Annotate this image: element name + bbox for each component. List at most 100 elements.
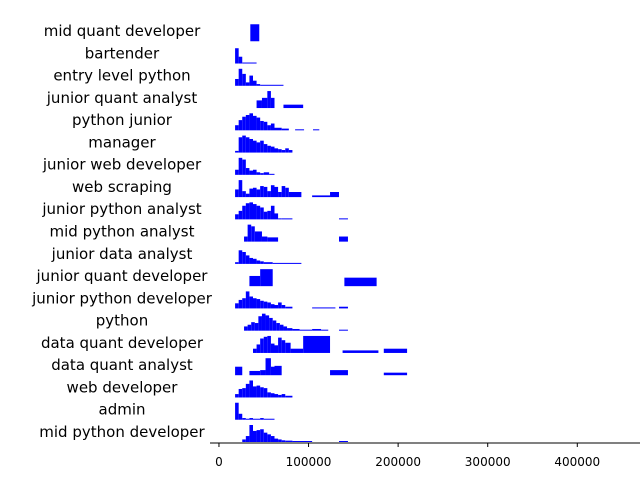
histogram-bar-manager-4 xyxy=(249,138,253,153)
histogram-bar-mid-python-analyst-6 xyxy=(339,236,348,242)
category-label-junior-data-analyst: junior data analyst xyxy=(51,245,193,263)
histogram-bar-manager-10 xyxy=(270,146,275,153)
histogram-admin xyxy=(235,402,275,420)
histogram-bar-junior-quant-analyst-1 xyxy=(261,97,268,109)
histogram-bar-python-16 xyxy=(321,329,329,331)
histogram-bar-junior-data-analyst-5 xyxy=(253,258,257,264)
histogram-data-quant-developer xyxy=(253,335,408,353)
histogram-bar-junior-python-developer-0 xyxy=(235,303,239,309)
histogram-bar-python-junior-8 xyxy=(263,121,268,131)
histogram-bar-web-scraping-11 xyxy=(274,186,279,198)
histogram-bar-junior-quant-developer-2 xyxy=(344,277,377,287)
histogram-bar-mid-python-developer-12 xyxy=(285,440,293,442)
histogram-bar-mid-python-developer-2 xyxy=(249,425,253,442)
histogram-bar-data-quant-developer-11 xyxy=(303,335,331,353)
histogram-bar-admin-7 xyxy=(263,418,275,420)
histogram-bar-manager-0 xyxy=(235,150,239,153)
histogram-bar-junior-data-analyst-9 xyxy=(272,262,302,264)
histogram-bar-junior-python-developer-13 xyxy=(281,305,286,309)
histogram-bar-junior-web-developer-9 xyxy=(269,173,275,175)
histogram-bar-python-junior-4 xyxy=(249,113,253,131)
histogram-bar-junior-python-analyst-1 xyxy=(238,210,243,220)
histogram-bar-manager-7 xyxy=(260,140,264,153)
histogram-bar-data-quant-developer-8 xyxy=(281,340,286,353)
histogram-bar-python-13 xyxy=(292,328,300,331)
histogram-manager xyxy=(235,135,293,153)
histogram-bar-data-quant-developer-0 xyxy=(253,348,257,353)
histogram-bar-entry-level-python-0 xyxy=(235,78,239,86)
histogram-bar-junior-data-analyst-1 xyxy=(238,250,243,264)
histogram-bar-data-quant-analyst-3 xyxy=(265,358,271,376)
histogram-junior-python-developer xyxy=(235,291,348,309)
histogram-bar-admin-4 xyxy=(249,418,253,420)
histogram-bar-junior-data-analyst-6 xyxy=(256,260,261,264)
category-label-mid-python-analyst: mid python analyst xyxy=(50,223,195,241)
histogram-bar-mid-python-analyst-4 xyxy=(261,236,268,242)
histogram-bar-python-7 xyxy=(269,317,273,331)
histogram-bar-web-developer-13 xyxy=(281,394,286,398)
category-label-bartender: bartender xyxy=(85,44,160,62)
histogram-bar-junior-python-developer-10 xyxy=(270,304,275,309)
histogram-data-quant-analyst xyxy=(235,358,408,376)
histogram-bar-junior-web-developer-6 xyxy=(256,172,261,175)
histogram-bar-manager-12 xyxy=(278,149,282,153)
histogram-bar-web-developer-0 xyxy=(235,394,239,398)
histogram-bar-web-scraping-3 xyxy=(245,193,250,198)
histogram-bar-junior-python-analyst-0 xyxy=(235,214,239,220)
histogram-bar-web-scraping-2 xyxy=(242,191,246,198)
x-tick-label-3: 300000 xyxy=(465,455,511,469)
histogram-bar-python-junior-14 xyxy=(313,129,320,131)
histogram-bar-web-scraping-14 xyxy=(285,187,289,198)
histogram-bar-mid-python-developer-0 xyxy=(242,439,246,442)
histogram-bar-junior-python-developer-11 xyxy=(274,305,279,309)
histogram-bar-web-developer-3 xyxy=(245,383,250,398)
histogram-bar-entry-level-python-6 xyxy=(256,84,261,86)
x-tick-label-4: 400000 xyxy=(554,455,600,469)
histogram-bar-python-10 xyxy=(279,324,284,331)
histogram-bar-manager-13 xyxy=(281,150,286,153)
histogram-bar-data-quant-analyst-7 xyxy=(383,372,408,376)
histogram-python-junior xyxy=(235,113,320,131)
histogram-web-developer xyxy=(235,380,293,398)
histogram-bar-web-scraping-9 xyxy=(267,191,271,198)
histogram-python xyxy=(244,313,348,331)
histogram-bar-mid-python-analyst-5 xyxy=(267,237,279,242)
histogram-bar-junior-quant-analyst-2 xyxy=(267,91,271,109)
histogram-bar-data-quant-developer-7 xyxy=(278,337,282,353)
histogram-bar-data-quant-developer-9 xyxy=(285,342,291,353)
histogram-bar-python-2 xyxy=(251,322,255,331)
histogram-bar-bartender-1 xyxy=(238,56,243,64)
histogram-bar-manager-11 xyxy=(274,148,279,153)
histogram-bar-junior-python-analyst-8 xyxy=(263,211,268,220)
x-ticks: 0 100000 200000 300000 400000 xyxy=(215,443,600,469)
histogram-bar-admin-2 xyxy=(242,418,246,420)
histogram-bar-python-junior-2 xyxy=(242,116,246,131)
histogram-bar-junior-python-analyst-7 xyxy=(260,207,264,220)
histogram-bar-mid-python-developer-4 xyxy=(256,430,261,442)
histogram-bar-junior-data-analyst-4 xyxy=(249,257,253,264)
histogram-bar-web-scraping-13 xyxy=(281,186,286,198)
histogram-bar-junior-python-analyst-2 xyxy=(242,205,246,220)
histogram-bar-entry-level-python-5 xyxy=(253,80,257,86)
histogram-bar-data-quant-analyst-2 xyxy=(260,370,266,376)
histogram-bar-junior-python-analyst-6 xyxy=(256,205,261,220)
histogram-bar-data-quant-developer-4 xyxy=(267,335,271,353)
histogram-bar-web-scraping-1 xyxy=(238,180,243,198)
histogram-bar-python-5 xyxy=(261,313,266,331)
category-label-data-quant-developer: data quant developer xyxy=(41,334,204,352)
histogram-bar-bartender-2 xyxy=(242,62,257,64)
histogram-bar-mid-python-developer-1 xyxy=(245,436,250,442)
histogram-bar-mid-python-developer-6 xyxy=(263,432,268,442)
histogram-bar-python-junior-3 xyxy=(245,115,250,131)
histogram-bar-junior-python-developer-6 xyxy=(256,299,261,309)
histogram-bar-python-6 xyxy=(265,315,270,331)
histogram-bar-junior-python-analyst-5 xyxy=(253,204,257,220)
category-label-admin: admin xyxy=(99,401,146,419)
histogram-bar-web-developer-11 xyxy=(274,394,279,398)
histogram-bar-mid-python-developer-7 xyxy=(267,434,271,442)
category-label-entry-level-python: entry level python xyxy=(53,67,190,85)
histogram-bar-junior-web-developer-3 xyxy=(245,168,250,175)
histogram-bar-manager-6 xyxy=(256,142,261,153)
histogram-bar-entry-level-python-3 xyxy=(245,82,250,86)
histogram-bar-mid-python-analyst-1 xyxy=(247,224,252,242)
